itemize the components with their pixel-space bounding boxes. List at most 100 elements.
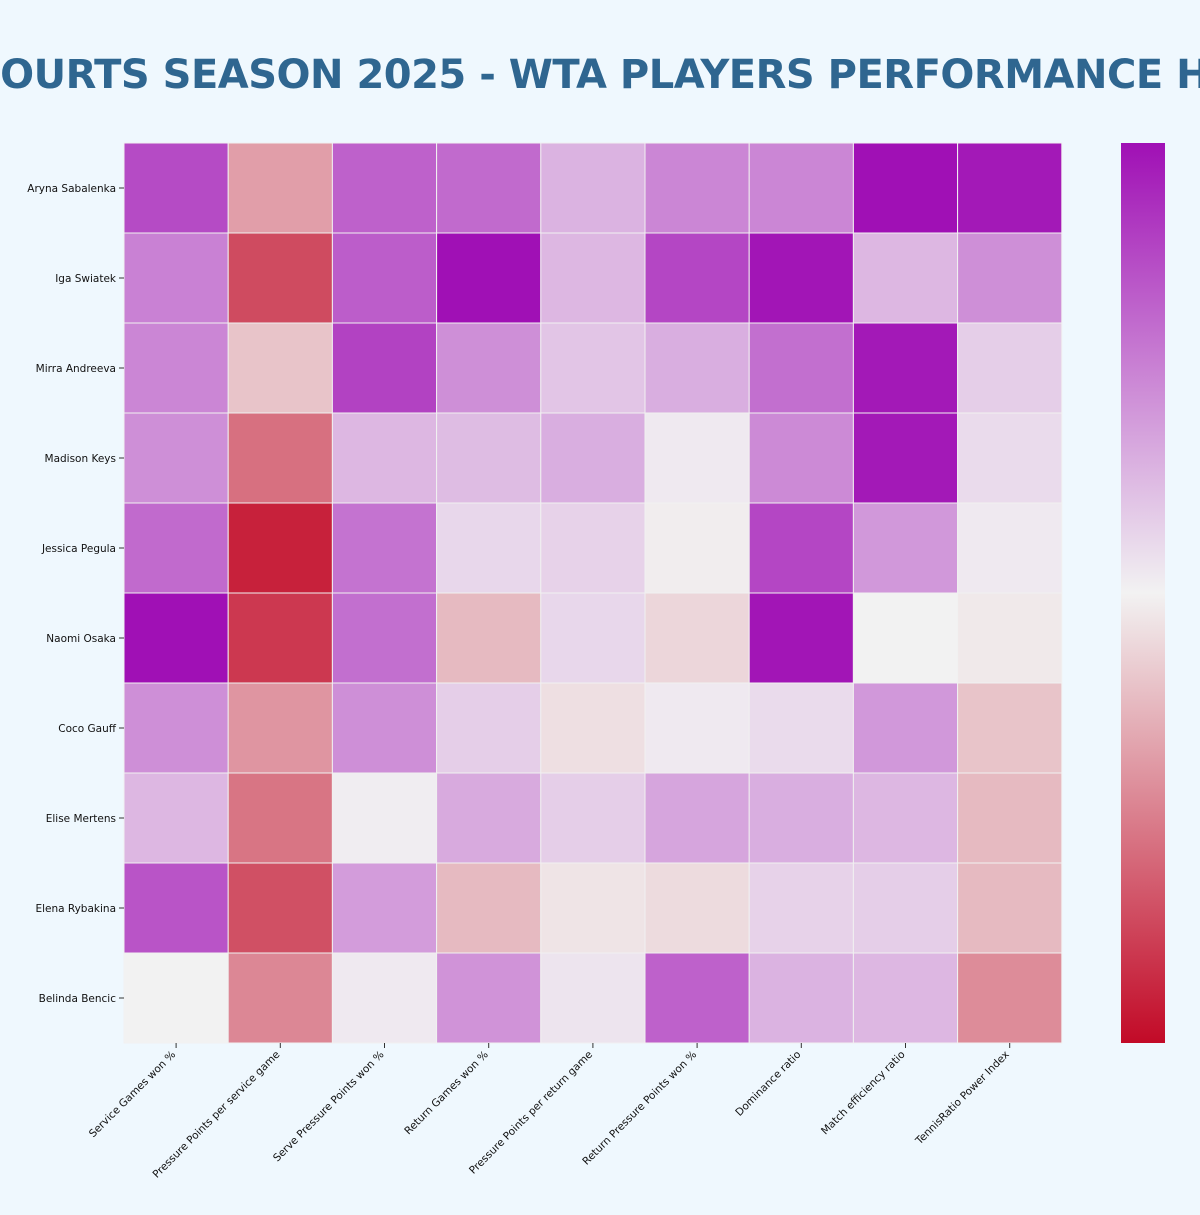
heatmap-cell [540, 322, 646, 414]
heatmap-cell [436, 862, 542, 954]
heatmap-cell [957, 322, 1063, 414]
heatmap-cell [748, 952, 854, 1044]
column-label: Return Pressure Points won % [580, 1049, 699, 1168]
column-label: Match efficiency ratio [819, 1049, 908, 1138]
heatmap-cell [852, 682, 959, 774]
heatmap-cell [123, 502, 229, 594]
heatmap-cell [644, 862, 750, 954]
heatmap-cell [644, 142, 750, 234]
heatmap-cell [748, 502, 854, 594]
heatmap-cell [227, 232, 333, 324]
heatmap-cell [540, 502, 646, 594]
heatmap-cell [436, 592, 542, 684]
heatmap-cell [227, 952, 333, 1044]
heatmap-cell [748, 592, 854, 684]
column-label: TennisRatio Power Index [913, 1049, 1012, 1148]
heatmap-cell [540, 412, 646, 504]
row-label: Naomi Osaka [46, 633, 116, 645]
row-label: Coco Gauff [58, 723, 117, 735]
heatmap-cell [644, 952, 750, 1044]
heatmap-cell [331, 862, 438, 954]
column-label: Serve Pressure Points won % [271, 1049, 387, 1165]
heatmap-cell [748, 412, 854, 504]
heatmap-cell [331, 232, 438, 324]
heatmap-cell [540, 592, 646, 684]
heatmap-cell [852, 592, 959, 684]
heatmap-cell [852, 502, 959, 594]
heatmap-cell [957, 142, 1063, 234]
column-label: Pressure Points per return game [467, 1049, 595, 1177]
heatmap-cell [540, 142, 646, 234]
heatmap-cell [748, 682, 854, 774]
row-label: Elise Mertens [46, 813, 116, 825]
heatmap-cell [540, 862, 646, 954]
chart-title: HARD COURTS SEASON 2025 - WTA PLAYERS PE… [0, 52, 1200, 98]
heatmap-cell [540, 952, 646, 1044]
heatmap-cell [331, 682, 438, 774]
heatmap-cell [123, 862, 229, 954]
heatmap-cell [227, 682, 333, 774]
heatmap-cell [852, 862, 959, 954]
heatmap-cell [331, 412, 438, 504]
heatmap-cell [436, 232, 542, 324]
heatmap-cell [540, 772, 646, 864]
heatmap-cell [123, 142, 229, 234]
heatmap-cell [123, 232, 229, 324]
heatmap-cell [227, 772, 333, 864]
heatmap-cell [957, 952, 1063, 1044]
heatmap-cell [644, 412, 750, 504]
colorbar [1121, 143, 1165, 1043]
heatmap-cell [644, 322, 750, 414]
heatmap-cell [227, 592, 333, 684]
heatmap-cell [436, 952, 542, 1044]
heatmap-cell [436, 772, 542, 864]
heatmap-cell [957, 682, 1063, 774]
heatmap-cell [123, 322, 229, 414]
heatmap-cell [644, 232, 750, 324]
heatmap-cells [123, 142, 1063, 1044]
heatmap-cell [331, 142, 438, 234]
heatmap-cell [123, 412, 229, 504]
heatmap-cell [644, 502, 750, 594]
row-label: Belinda Bencic [39, 993, 117, 1005]
column-label: Return Games won % [402, 1049, 491, 1138]
heatmap-cell [748, 232, 854, 324]
heatmap-cell [852, 232, 959, 324]
heatmap-cell [331, 322, 438, 414]
heatmap-cell [436, 682, 542, 774]
colorbar-gradient [1121, 143, 1165, 1043]
heatmap-cell [436, 412, 542, 504]
column-label: Pressure Points per service game [150, 1049, 282, 1181]
heatmap-cell [644, 592, 750, 684]
heatmap-cell [957, 592, 1063, 684]
heatmap-cell [852, 952, 959, 1044]
column-label: Service Games won % [87, 1049, 178, 1140]
heatmap-cell [748, 322, 854, 414]
heatmap-cell [957, 772, 1063, 864]
row-label: Madison Keys [45, 453, 116, 465]
row-label: Elena Rybakina [35, 903, 116, 915]
heatmap-cell [852, 142, 959, 234]
heatmap-cell [644, 772, 750, 864]
heatmap-cell [540, 232, 646, 324]
heatmap-cell [436, 322, 542, 414]
heatmap-cell [957, 862, 1063, 954]
heatmap-cell [123, 772, 229, 864]
row-labels: Aryna Sabalenka Iga Swiatek Mirra Andreeva… [27, 183, 124, 1005]
heatmap-cell [852, 772, 959, 864]
heatmap-cell [852, 412, 959, 504]
heatmap-cell [957, 412, 1063, 504]
column-labels: Service Games won %Pressure Points per s… [87, 1043, 1012, 1181]
heatmap-cell [123, 682, 229, 774]
heatmap-cell [227, 322, 333, 414]
heatmap-cell [436, 502, 542, 594]
heatmap-cell [540, 682, 646, 774]
heatmap-cell [748, 142, 854, 234]
heatmap-cell [331, 592, 438, 684]
heatmap-cell [748, 772, 854, 864]
heatmap-cell [957, 232, 1063, 324]
heatmap-cell [123, 592, 229, 684]
heatmap-cell [227, 142, 333, 234]
heatmap-cell [331, 772, 438, 864]
